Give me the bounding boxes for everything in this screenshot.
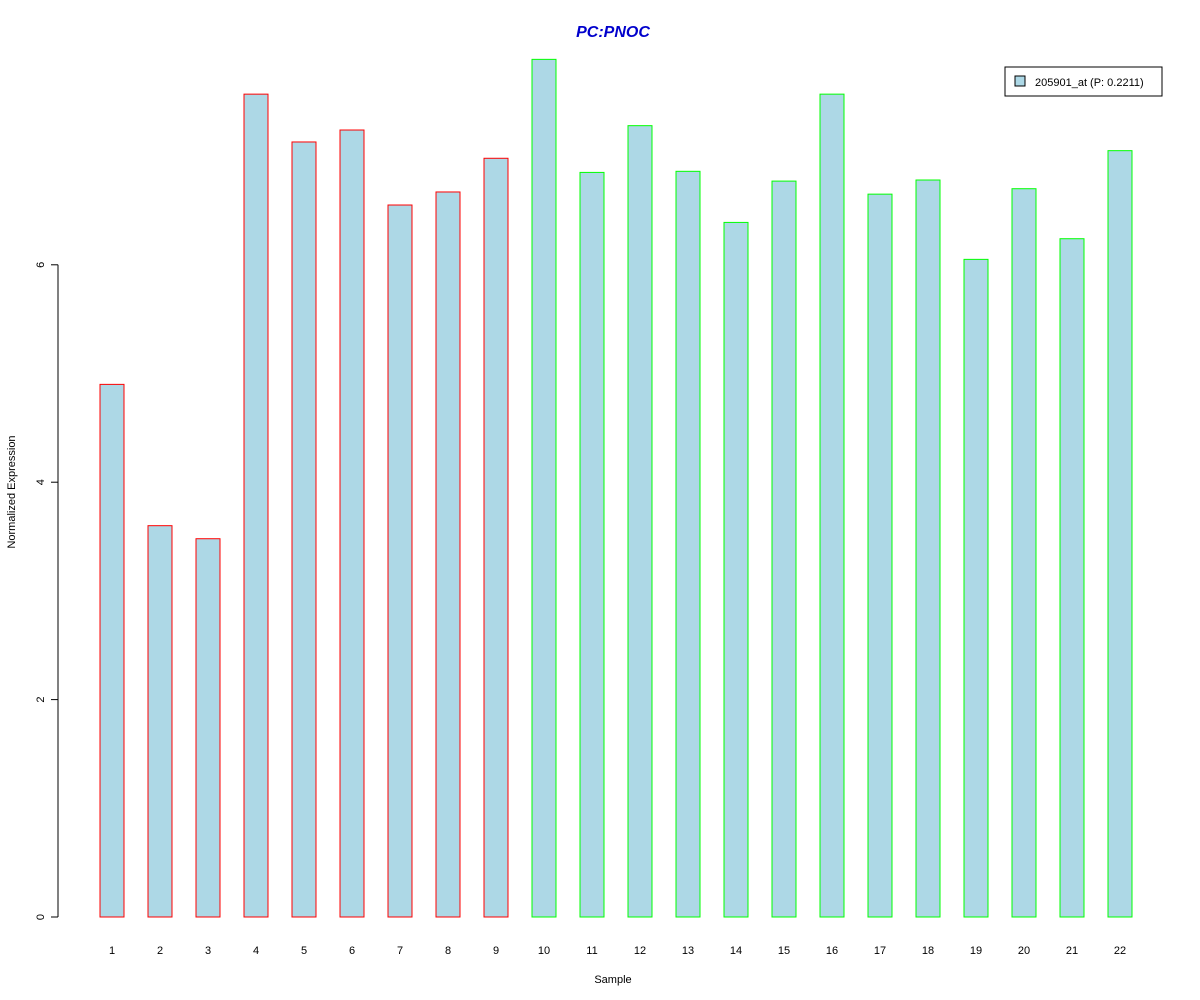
x-tick-label: 15 — [778, 945, 790, 957]
legend-label: 205901_at (P: 0.2211) — [1035, 77, 1144, 89]
x-tick-label: 13 — [682, 945, 694, 957]
bar-sample-1 — [99, 383, 125, 918]
bar-sample-9 — [483, 157, 509, 918]
bar-sample-22 — [1107, 150, 1133, 918]
legend: 205901_at (P: 0.2211) — [1004, 66, 1163, 97]
x-tick-label: 17 — [874, 945, 886, 957]
bar-sample-14 — [723, 221, 749, 918]
x-axis-label: Sample — [594, 974, 631, 986]
x-tick-label: 16 — [826, 945, 838, 957]
bar-sample-20 — [1011, 188, 1037, 918]
bar-sample-13 — [675, 170, 701, 918]
x-tick-label: 12 — [634, 945, 646, 957]
x-tick-label: 11 — [586, 945, 597, 957]
bar-sample-18 — [915, 179, 941, 918]
bar-sample-10 — [531, 58, 557, 918]
x-tick-label: 1 — [109, 945, 115, 957]
x-tick-label: 4 — [253, 945, 259, 957]
x-tick-label: 6 — [349, 945, 355, 957]
x-tick-label: 22 — [1114, 945, 1126, 957]
x-tick-label: 10 — [538, 945, 550, 957]
chart-title: PC:PNOC — [576, 24, 650, 41]
x-tick-label: 8 — [445, 945, 451, 957]
bar-sample-21 — [1059, 238, 1085, 918]
y-tick-label: 2 — [35, 697, 47, 703]
bar-sample-8 — [435, 191, 461, 918]
x-tick-label: 5 — [301, 945, 307, 957]
x-tick-label: 20 — [1018, 945, 1030, 957]
y-tick-label: 0 — [35, 914, 47, 920]
bar-sample-12 — [627, 125, 653, 918]
y-tick-label: 6 — [35, 262, 47, 268]
legend-swatch — [1014, 75, 1026, 87]
bars — [99, 58, 1133, 918]
bar-sample-11 — [579, 171, 605, 918]
bar-sample-6 — [339, 129, 365, 918]
bar-sample-7 — [387, 204, 413, 918]
y-axis: 0 2 4 6 — [35, 262, 59, 920]
x-tick-label: 9 — [493, 945, 499, 957]
bar-sample-5 — [291, 141, 317, 918]
x-tick-label: 2 — [157, 945, 163, 957]
x-tick-label: 14 — [730, 945, 742, 957]
x-tick-label: 18 — [922, 945, 934, 957]
x-tick-label: 7 — [397, 945, 403, 957]
bar-sample-17 — [867, 193, 893, 918]
bar-sample-16 — [819, 93, 845, 918]
bar-sample-3 — [195, 538, 221, 918]
x-tick-label: 19 — [970, 945, 982, 957]
x-tick-label: 3 — [205, 945, 211, 957]
y-tick-label: 4 — [35, 479, 47, 485]
x-axis-tick-labels: 1 2 3 4 5 6 7 8 9 10 11 12 13 14 15 16 17 18 19 20 21 22 — [109, 945, 1126, 957]
bar-sample-4 — [243, 93, 269, 918]
y-axis-label: Normalized Expression — [6, 435, 18, 548]
legend-box — [1004, 66, 1163, 97]
bar-sample-15 — [771, 180, 797, 918]
x-tick-label: 21 — [1066, 945, 1078, 957]
bar-sample-19 — [963, 258, 989, 918]
bar-sample-2 — [147, 525, 173, 918]
